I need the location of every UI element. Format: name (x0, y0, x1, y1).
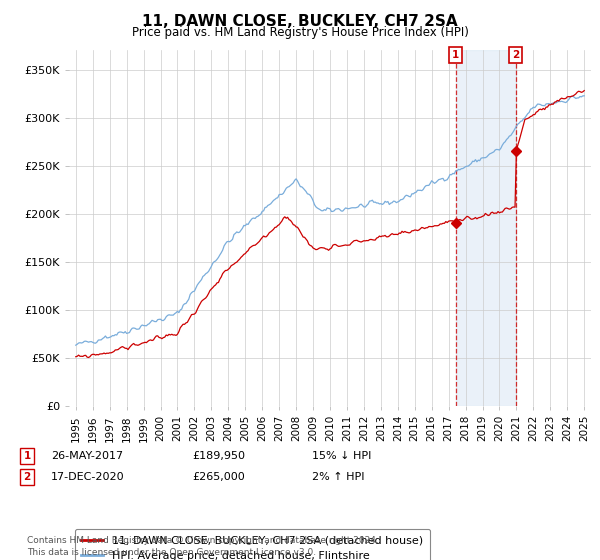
Text: 17-DEC-2020: 17-DEC-2020 (51, 472, 125, 482)
Text: £189,950: £189,950 (192, 451, 245, 461)
Text: 1: 1 (452, 50, 460, 60)
Text: Contains HM Land Registry data © Crown copyright and database right 2024.
This d: Contains HM Land Registry data © Crown c… (27, 536, 379, 557)
Text: 1: 1 (23, 451, 31, 461)
Text: Price paid vs. HM Land Registry's House Price Index (HPI): Price paid vs. HM Land Registry's House … (131, 26, 469, 39)
Text: 2: 2 (23, 472, 31, 482)
Text: £265,000: £265,000 (192, 472, 245, 482)
Text: 26-MAY-2017: 26-MAY-2017 (51, 451, 123, 461)
Bar (456, 50, 516, 406)
Text: 15% ↓ HPI: 15% ↓ HPI (312, 451, 371, 461)
Text: 2: 2 (512, 50, 520, 60)
Text: 2% ↑ HPI: 2% ↑ HPI (312, 472, 365, 482)
Legend: 11, DAWN CLOSE, BUCKLEY, CH7 2SA (detached house), HPI: Average price, detached : 11, DAWN CLOSE, BUCKLEY, CH7 2SA (detach… (74, 529, 430, 560)
Text: 11, DAWN CLOSE, BUCKLEY, CH7 2SA: 11, DAWN CLOSE, BUCKLEY, CH7 2SA (142, 14, 458, 29)
